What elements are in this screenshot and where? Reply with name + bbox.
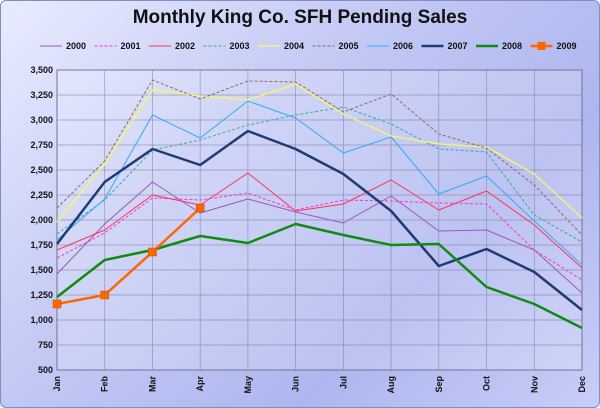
x-tick-label: Jan bbox=[52, 376, 62, 392]
series-2005 bbox=[56, 79, 583, 236]
y-tick-label: 1,500 bbox=[30, 265, 53, 275]
series-line-2000 bbox=[56, 181, 583, 294]
series-2004 bbox=[56, 83, 583, 223]
legend-label-2002: 2002 bbox=[175, 41, 195, 51]
series-2006 bbox=[56, 100, 583, 266]
y-tick-label: 1,000 bbox=[30, 315, 53, 325]
y-tick-label: 750 bbox=[38, 340, 53, 350]
series-line-2008 bbox=[56, 222, 583, 330]
series-2001 bbox=[56, 192, 583, 281]
data-point-2009 bbox=[100, 290, 109, 300]
data-point-2009 bbox=[195, 203, 205, 213]
series-2007 bbox=[56, 129, 583, 311]
x-tick-label: Apr bbox=[195, 376, 205, 392]
y-tick-label: 1,750 bbox=[30, 240, 53, 250]
legend-label-2003: 2003 bbox=[230, 41, 250, 51]
x-tick-label: Sep bbox=[434, 376, 444, 393]
y-tick-label: 3,250 bbox=[30, 90, 53, 100]
y-tick-label: 500 bbox=[38, 365, 53, 375]
legend-label-2007: 2007 bbox=[448, 41, 468, 51]
x-tick-label: Jul bbox=[338, 376, 348, 389]
chart-title: Monthly King Co. SFH Pending Sales bbox=[132, 7, 468, 28]
x-tick-label: May bbox=[243, 376, 253, 394]
x-tick-label: Nov bbox=[529, 376, 539, 393]
series-2000 bbox=[56, 181, 583, 294]
legend-marker-2009 bbox=[537, 42, 546, 50]
legend-label-2005: 2005 bbox=[339, 41, 359, 51]
y-tick-label: 3,000 bbox=[30, 115, 53, 125]
series-line-2003 bbox=[56, 106, 583, 243]
series-line-2002 bbox=[56, 172, 583, 269]
y-tick-label: 1,250 bbox=[30, 290, 53, 300]
series-2003 bbox=[56, 106, 583, 243]
data-point-2009 bbox=[52, 299, 62, 309]
series-line-2005 bbox=[56, 79, 583, 236]
series-line-2007 bbox=[56, 129, 583, 311]
y-tick-label: 2,750 bbox=[30, 140, 53, 150]
series-2002 bbox=[56, 172, 583, 269]
series-2008 bbox=[56, 222, 583, 330]
series-line-2004 bbox=[56, 83, 583, 223]
x-tick-label: Mar bbox=[147, 376, 157, 393]
y-tick-label: 3,500 bbox=[30, 65, 53, 75]
data-point-2009 bbox=[148, 247, 157, 257]
series-2009 bbox=[52, 203, 205, 309]
series-line-2006 bbox=[56, 100, 583, 266]
x-tick-label: Feb bbox=[100, 376, 110, 393]
legend-label-2001: 2001 bbox=[121, 41, 141, 51]
legend-label-2000: 2000 bbox=[66, 41, 86, 51]
legend-label-2004: 2004 bbox=[284, 41, 304, 51]
legend-label-2009: 2009 bbox=[557, 41, 577, 51]
y-tick-label: 2,000 bbox=[30, 215, 53, 225]
x-tick-label: Jun bbox=[291, 376, 301, 392]
x-tick-label: Aug bbox=[386, 376, 396, 394]
x-tick-label: Oct bbox=[482, 376, 492, 391]
x-tick-label: Dec bbox=[577, 376, 587, 393]
y-tick-label: 2,500 bbox=[30, 165, 53, 175]
legend-label-2008: 2008 bbox=[502, 41, 522, 51]
series-line-2001 bbox=[56, 192, 583, 281]
y-tick-label: 2,250 bbox=[30, 190, 53, 200]
series-line-2009 bbox=[56, 207, 202, 306]
legend-label-2006: 2006 bbox=[393, 41, 413, 51]
